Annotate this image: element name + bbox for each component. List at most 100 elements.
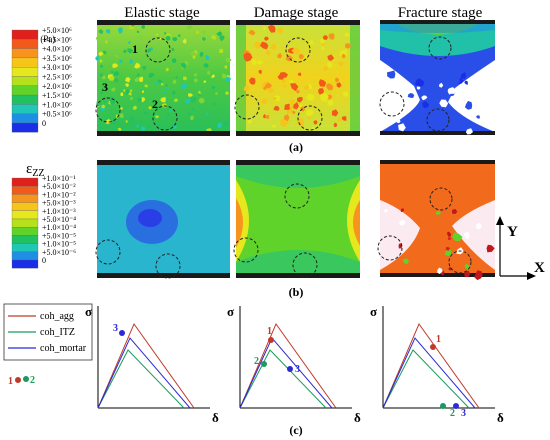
state-point-label: 3 (295, 364, 300, 375)
epsilon-legend-swatch (11, 218, 39, 228)
state-point-label: 1 (267, 326, 272, 337)
traction-separation-plot-elastic: σ δ 1 2 3 (8, 304, 219, 425)
loading-plate-bottom (97, 131, 230, 136)
epsilon-legend-swatch (11, 202, 39, 211)
marker-circle-2 (152, 105, 178, 131)
cohesive-law-curve (239, 337, 333, 409)
damage-stress-panel (234, 20, 360, 136)
epsilon-legend-swatch (11, 235, 39, 244)
epsilon-legend-tick-label: +1.0×10⁻² (42, 190, 76, 199)
epsilon-legend-title: εZZ (26, 161, 45, 179)
sigma-legend-swatch (11, 104, 39, 114)
state-point-label: 3 (461, 408, 466, 419)
epsilon-legend-tick-label: +5.0×10⁻³ (42, 199, 76, 208)
sigma-legend-swatch (11, 122, 39, 133)
sigma-color-legend: +5.0×10⁶+4.5×10⁶+4.0×10⁶+3.5×10⁶+3.0×10⁶… (11, 26, 72, 133)
sigma-legend-swatch (11, 29, 39, 40)
loading-plate-top (97, 20, 230, 25)
state-point-label: 1 (436, 334, 441, 345)
legend-coh-agg: coh_agg (40, 311, 74, 322)
state-point (440, 403, 446, 409)
epsilon-legend-tick-label: +5.0×10⁻⁵ (42, 231, 76, 240)
sigma-axis-label: σ (85, 304, 92, 319)
marker-label-2: 2 (152, 97, 158, 111)
cohesive-law-curve (97, 322, 195, 409)
state-point (430, 344, 436, 350)
title-fracture: Fracture stage (398, 5, 483, 21)
sublabel-c: (c) (289, 423, 302, 437)
cohesive-law-curve (97, 337, 191, 409)
sublabel-a: (a) (289, 140, 303, 154)
epsilon-legend-tick-label: +5.0×10⁻⁶ (42, 248, 76, 257)
x-axis-label: X (534, 260, 545, 276)
cohesive-law-curve (382, 337, 476, 409)
sigma-legend-swatch (11, 39, 39, 49)
fracture-stress-panel (379, 20, 495, 135)
traction-separation-plot-fracture: σ δ 1 2 3 (370, 304, 504, 425)
sigma-legend-tick-label: +1.5×10⁶ (42, 91, 72, 100)
sigma-legend-swatch (11, 85, 39, 96)
sigma-legend-tick-label: 0 (42, 119, 46, 128)
epsilon-legend-swatch (11, 227, 39, 236)
title-damage: Damage stage (254, 5, 339, 21)
damage-stress-field (236, 22, 360, 134)
marker-circle-3 (95, 97, 121, 123)
state-point (119, 330, 125, 336)
sigma-legend-swatch (11, 76, 39, 86)
damage-stress-speckle (242, 24, 352, 130)
legend-coh-itz: coh_ITZ (40, 327, 75, 338)
epsilon-legend-swatch (11, 210, 39, 220)
sigma-legend-swatch (11, 67, 39, 77)
sigma-axis-label: σ (227, 304, 234, 319)
epsilon-legend-swatch (11, 243, 39, 252)
state-point-label: 1 (8, 376, 13, 387)
state-point-label: 2 (450, 408, 455, 419)
xy-axes-icon: Y X (496, 216, 545, 280)
sigma-legend-swatch (11, 48, 39, 59)
marker-label-1: 1 (132, 42, 138, 56)
epsilon-color-legend: +1.0×10⁻¹+5.0×10⁻²+1.0×10⁻²+5.0×10⁻³+1.0… (11, 174, 76, 269)
epsilon-legend-swatch (11, 194, 39, 203)
epsilon-legend-tick-label: +1.0×10⁻³ (42, 207, 76, 216)
elastic-stress-panel: 1 2 3 (95, 20, 232, 136)
cohesive-law-curve (239, 349, 327, 409)
sublabel-b: (b) (289, 285, 304, 299)
fracture-fragments (383, 70, 488, 135)
epsilon-legend-tick-label: 0 (42, 256, 46, 265)
sigma-legend-tick-label: +2.0×10⁶ (42, 82, 72, 91)
epsilon-legend-tick-label: +1.0×10⁻¹ (42, 174, 76, 183)
title-elastic: Elastic stage (124, 5, 200, 21)
sigma-legend-tick-label: +4.5×10⁶ (42, 35, 72, 44)
epsilon-legend-swatch (11, 251, 39, 261)
traction-separation-plot-damage: σ δ 1 2 3 (227, 304, 361, 425)
epsilon-legend-tick-label: +1.0×10⁻⁴ (42, 223, 76, 232)
delta-axis-label: δ (497, 410, 504, 425)
state-point-label: 2 (254, 356, 259, 367)
epsilon-legend-tick-label: +5.0×10⁻⁴ (42, 215, 76, 224)
fracture-strain-panel (377, 160, 495, 281)
sigma-legend-tick-label: +4.0×10⁶ (42, 45, 72, 54)
cohesive-law-curve (382, 349, 470, 409)
sigma-legend-tick-label: +2.5×10⁶ (42, 73, 72, 82)
delta-axis-label: δ (354, 410, 361, 425)
sigma-legend-tick-label: +3.5×10⁶ (42, 54, 72, 63)
sigma-legend-swatch (11, 113, 39, 124)
epsilon-legend-tick-label: +5.0×10⁻² (42, 182, 76, 191)
sigma-legend-tick-label: +5.0×10⁶ (42, 26, 72, 35)
marker-label-3: 3 (102, 80, 108, 94)
delta-axis-label: δ (212, 410, 219, 425)
state-point (261, 361, 267, 367)
elastic-stress-speckle (95, 23, 232, 134)
state-point (268, 337, 274, 343)
state-point-label: 2 (30, 375, 35, 386)
curve-legend: coh_agg coh_ITZ coh_mortar (3, 303, 93, 361)
legend-coh-mortar: coh_mortar (40, 343, 87, 354)
epsilon-legend-tick-label: +1.0×10⁻⁵ (42, 240, 76, 249)
state-point (453, 403, 459, 409)
state-point (23, 376, 29, 382)
elastic-strain-panel (95, 160, 230, 279)
epsilon-legend-swatch (11, 259, 39, 269)
state-point (15, 377, 21, 383)
